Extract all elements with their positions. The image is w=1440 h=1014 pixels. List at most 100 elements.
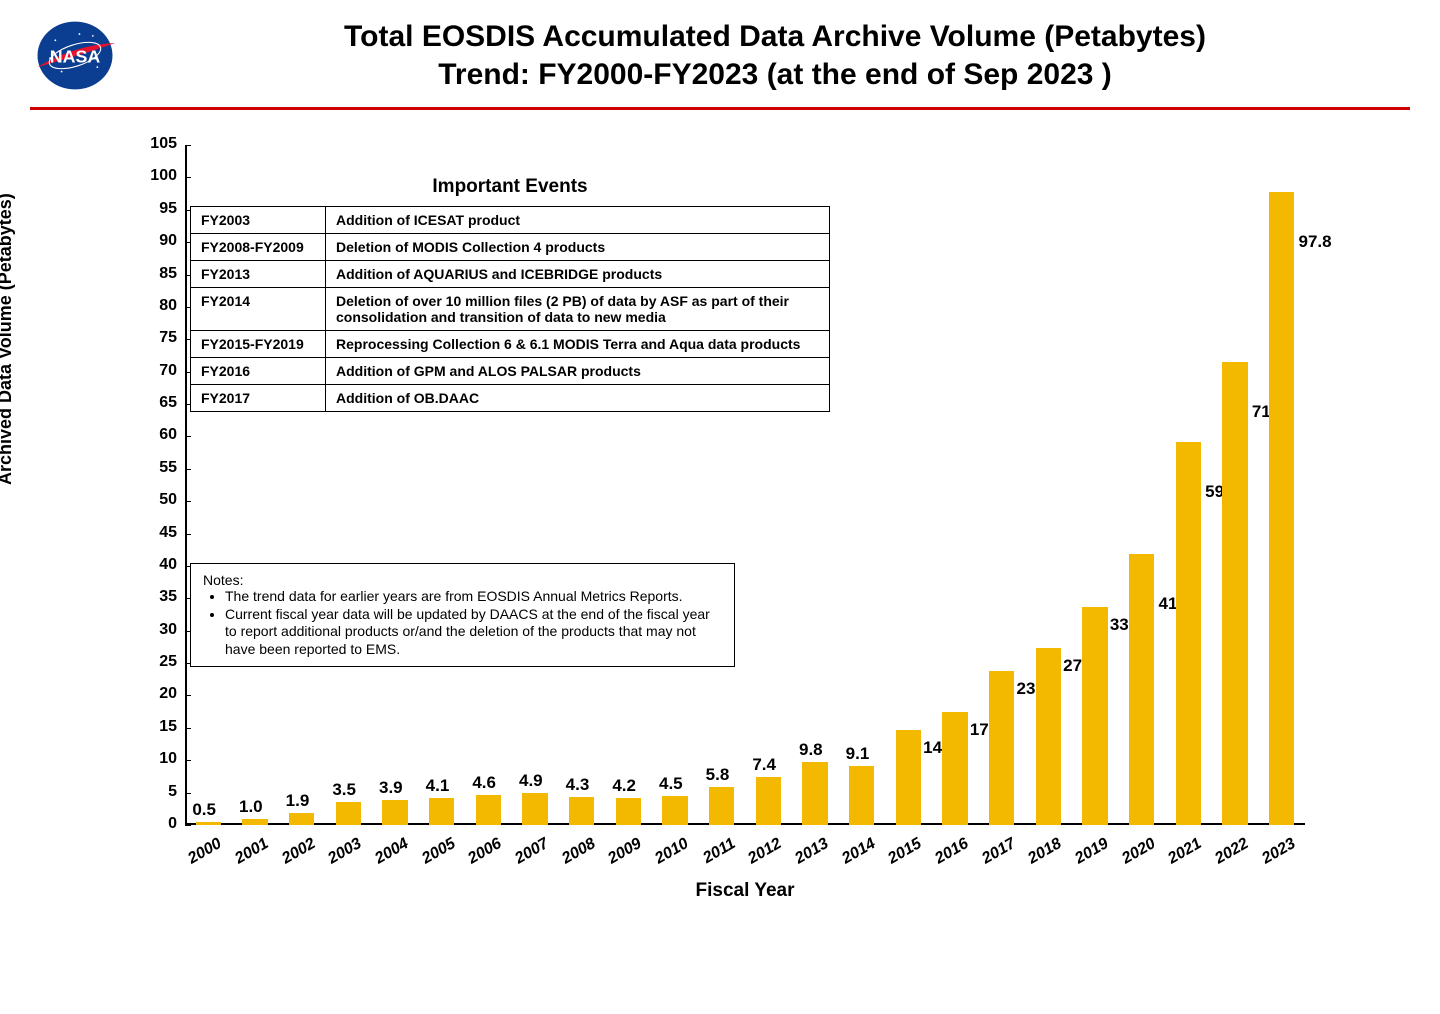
- bar-value-label: 1.0: [239, 797, 263, 817]
- y-tick: 95: [132, 200, 177, 218]
- bar-value-label: 0.5: [192, 800, 216, 820]
- y-tick-mark: [185, 695, 191, 696]
- y-tick-mark: [185, 728, 191, 729]
- title-line-2: Trend: FY2000-FY2023 (at the end of Sep …: [140, 56, 1410, 94]
- events-desc: Addition of AQUARIUS and ICEBRIDGE produ…: [326, 261, 830, 288]
- events-period: FY2003: [191, 207, 326, 234]
- y-tick: 70: [132, 362, 177, 380]
- y-tick: 5: [132, 783, 177, 801]
- x-tick-label: 2020: [1106, 835, 1158, 876]
- bar-value-label: 4.5: [659, 774, 683, 794]
- events-desc: Addition of ICESAT product: [326, 207, 830, 234]
- events-row: FY2015-FY2019Reprocessing Collection 6 &…: [191, 331, 830, 358]
- y-tick: 55: [132, 459, 177, 477]
- y-tick-mark: [185, 663, 191, 664]
- x-tick-label: 2007: [500, 835, 552, 876]
- y-tick: 10: [132, 750, 177, 768]
- y-tick-mark: [185, 793, 191, 794]
- events-period: FY2014: [191, 288, 326, 331]
- bar: [569, 797, 595, 825]
- svg-text:NASA: NASA: [50, 47, 101, 67]
- x-tick-label: 2023: [1246, 835, 1298, 876]
- y-tick-mark: [185, 404, 191, 405]
- bar: [802, 762, 828, 825]
- bar: [709, 787, 735, 825]
- y-tick-mark: [185, 177, 191, 178]
- bar: [382, 800, 408, 825]
- y-tick-mark: [185, 210, 191, 211]
- y-tick-mark: [185, 372, 191, 373]
- events-row: FY2013Addition of AQUARIUS and ICEBRIDGE…: [191, 261, 830, 288]
- bar: [1269, 192, 1295, 825]
- bar: [242, 819, 268, 825]
- bar-value-label: 3.5: [332, 780, 356, 800]
- x-tick-label: 2002: [266, 835, 318, 876]
- events-row: FY2017Addition of OB.DAAC: [191, 385, 830, 412]
- y-tick-mark: [185, 825, 191, 826]
- events-desc: Addition of OB.DAAC: [326, 385, 830, 412]
- bar-value-label: 1.9: [286, 791, 310, 811]
- x-tick-label: 2017: [966, 835, 1018, 876]
- y-tick: 75: [132, 329, 177, 347]
- y-tick-mark: [185, 436, 191, 437]
- y-tick-mark: [185, 307, 191, 308]
- x-tick-label: 2009: [593, 835, 645, 876]
- y-tick: 0: [132, 815, 177, 833]
- x-tick-label: 2000: [173, 835, 225, 876]
- bar: [476, 795, 502, 825]
- bar: [756, 777, 782, 825]
- x-tick-label: 2012: [733, 835, 785, 876]
- events-table: FY2003Addition of ICESAT productFY2008-F…: [190, 206, 830, 412]
- y-tick-mark: [185, 145, 191, 146]
- events-row: FY2016Addition of GPM and ALOS PALSAR pr…: [191, 358, 830, 385]
- bar-value-label: 97.8: [1299, 232, 1332, 252]
- bar: [849, 766, 875, 825]
- plot-area: 0510152025303540455055606570758085909510…: [185, 145, 1305, 825]
- y-tick: 30: [132, 621, 177, 639]
- events-box: Important Events FY2003Addition of ICESA…: [190, 172, 830, 412]
- x-tick-label: 2021: [1153, 835, 1205, 876]
- notes-list: The trend data for earlier years are fro…: [203, 588, 722, 658]
- bar-value-label: 7.4: [752, 755, 776, 775]
- events-desc: Addition of GPM and ALOS PALSAR products: [326, 358, 830, 385]
- events-row: FY2014Deletion of over 10 million files …: [191, 288, 830, 331]
- bar-value-label: 4.3: [566, 775, 590, 795]
- y-tick: 25: [132, 653, 177, 671]
- y-tick-mark: [185, 566, 191, 567]
- notes-item: Current fiscal year data will be updated…: [225, 606, 722, 659]
- x-tick-label: 2003: [313, 835, 365, 876]
- bar: [662, 796, 688, 825]
- events-desc: Reprocessing Collection 6 & 6.1 MODIS Te…: [326, 331, 830, 358]
- y-tick: 40: [132, 556, 177, 574]
- events-title: Important Events: [190, 172, 830, 206]
- events-period: FY2016: [191, 358, 326, 385]
- y-tick-mark: [185, 242, 191, 243]
- header: NASA Total EOSDIS Accumulated Data Archi…: [0, 0, 1440, 101]
- chart: Archived Data Volume (Petabytes) 0510152…: [130, 145, 1390, 865]
- title-rule: [30, 107, 1410, 110]
- bar: [616, 798, 642, 825]
- x-tick-label: 2014: [826, 835, 878, 876]
- y-tick-mark: [185, 534, 191, 535]
- y-tick: 85: [132, 265, 177, 283]
- y-tick: 35: [132, 588, 177, 606]
- events-desc: Deletion of over 10 million files (2 PB)…: [326, 288, 830, 331]
- x-tick-label: 2006: [453, 835, 505, 876]
- notes-box: Notes: The trend data for earlier years …: [190, 563, 735, 667]
- y-axis-title: Archived Data Volume (Petabytes): [0, 193, 16, 485]
- y-axis: 0510152025303540455055606570758085909510…: [130, 145, 185, 825]
- nasa-logo: NASA: [30, 18, 120, 93]
- y-tick: 15: [132, 718, 177, 736]
- x-tick-label: 2018: [1013, 835, 1065, 876]
- y-tick-mark: [185, 760, 191, 761]
- page-title: Total EOSDIS Accumulated Data Archive Vo…: [140, 18, 1410, 93]
- bar-value-label: 5.8: [706, 765, 730, 785]
- events-desc: Deletion of MODIS Collection 4 products: [326, 234, 830, 261]
- y-tick: 65: [132, 394, 177, 412]
- y-tick-mark: [185, 339, 191, 340]
- bar-value-label: 9.1: [846, 744, 870, 764]
- y-tick: 105: [132, 135, 177, 153]
- y-tick: 100: [132, 167, 177, 185]
- bar: [1176, 442, 1202, 825]
- y-tick: 80: [132, 297, 177, 315]
